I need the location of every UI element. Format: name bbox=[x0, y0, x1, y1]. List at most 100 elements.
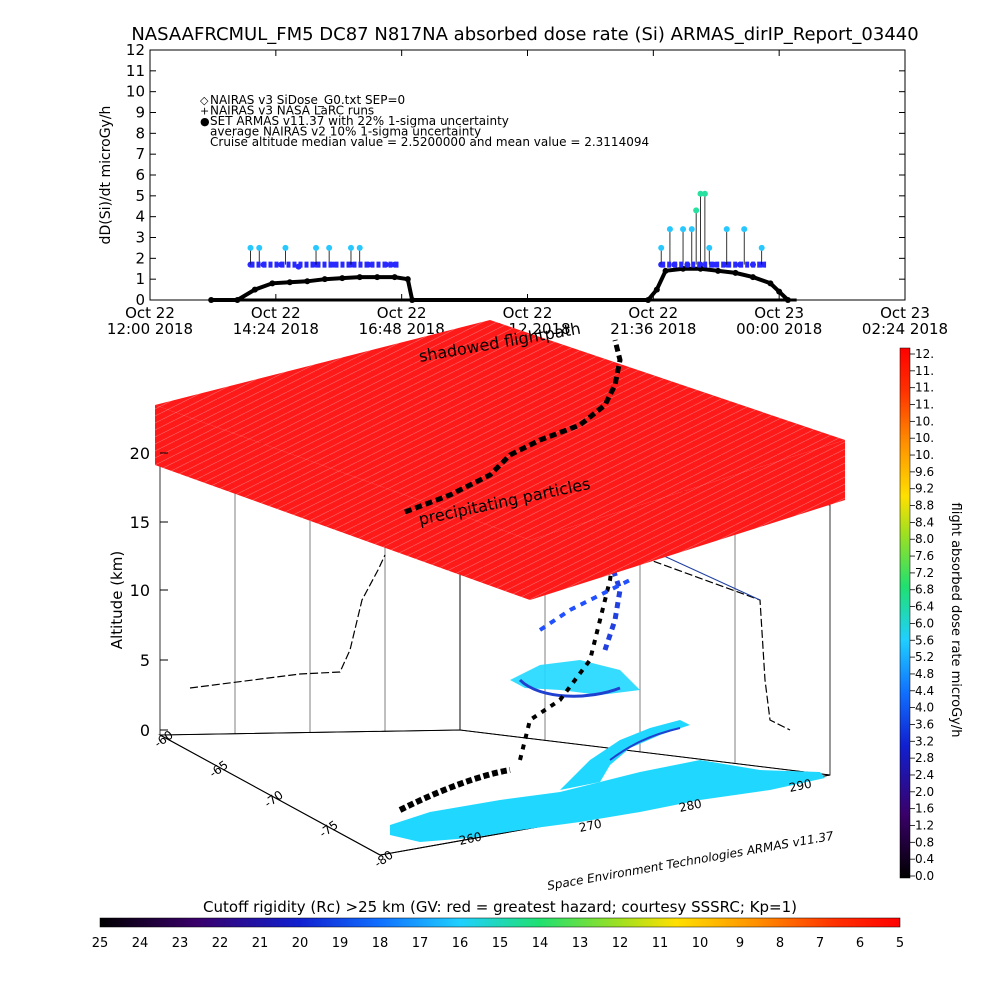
colorbar-label: flight absorbed dose rate microGy/h bbox=[948, 503, 963, 738]
bottom-colorbar-tick-label: 6 bbox=[856, 936, 864, 951]
dose-rate-colorbar: 12. 11. 11. 11. 10. 10. 10. 9.6 9.2 8.8 8.4 8.0 7.6 7… bbox=[899, 347, 963, 883]
ground-map-contour bbox=[518, 678, 621, 698]
credit-text: Space Environment Technologies ARMAS v11… bbox=[546, 829, 835, 893]
bottom-colorbar-tick-label: 10 bbox=[692, 936, 709, 951]
series-point bbox=[732, 269, 739, 276]
cutoff-rigidity-surface-front-left bbox=[155, 405, 530, 600]
y-tick-label: 3 bbox=[135, 229, 145, 247]
bottom-colorbar-tick-label: 11 bbox=[652, 936, 669, 951]
colorbar-tick-label: 2.8 bbox=[915, 751, 934, 765]
longitude-tick-label: 260 bbox=[458, 829, 483, 847]
series-point bbox=[356, 274, 363, 281]
descent-column-dose bbox=[602, 559, 623, 651]
colorbar-tick-label: 10. bbox=[915, 414, 934, 428]
x-tick-day: Oct 22 bbox=[377, 304, 427, 322]
series-point bbox=[645, 297, 652, 303]
colorbar-tick-label: 8.0 bbox=[915, 532, 934, 546]
series-point bbox=[758, 244, 765, 251]
series-point bbox=[234, 297, 241, 303]
altitude-tick-label: 5 bbox=[140, 651, 150, 670]
colorbar-tick-label: 6.0 bbox=[915, 616, 934, 630]
x-tick-time: 16:48 2018 bbox=[359, 320, 445, 338]
legend-marker: ● bbox=[200, 115, 210, 128]
altitude-tick-label: 20 bbox=[130, 444, 150, 463]
series-point bbox=[706, 244, 713, 251]
x-tick-day: Oct 22 bbox=[251, 304, 301, 322]
altitude-ticks: 0 5 10 15 20 bbox=[130, 444, 168, 740]
altitude-tick-label: 10 bbox=[130, 581, 150, 600]
series-point bbox=[688, 226, 695, 233]
legend: ◇ NAIRAS v3 SiDose_G0.txt SEP=0+ NAIRAS v3… bbox=[200, 93, 649, 149]
series-point bbox=[256, 244, 263, 251]
series-point bbox=[723, 226, 730, 233]
legend-entry: NAIRAS v3 SiDose_G0.txt SEP=0 bbox=[210, 93, 405, 107]
colorbar-tick-label: 11. bbox=[915, 364, 934, 378]
series-point bbox=[313, 244, 320, 251]
cutoff-rigidity-surface-front-right bbox=[530, 440, 845, 600]
series-point bbox=[286, 279, 293, 286]
series-point bbox=[304, 278, 311, 285]
longitude-tick-label: 280 bbox=[678, 796, 703, 814]
wall-projection-right bbox=[639, 544, 791, 731]
series-point bbox=[693, 207, 700, 214]
bottom-colorbar-ticks: 25 24 23 22 21 20 19 18 17 16 15 14 13 12 11 10 9 8 7 6 5 bbox=[92, 936, 904, 951]
colorbar-tick-label: 2.4 bbox=[915, 768, 934, 782]
ground-map-patch bbox=[510, 660, 640, 695]
colorbar-tick-label: 4.0 bbox=[915, 701, 934, 715]
x-tick-day: Oct 22 bbox=[628, 304, 678, 322]
colorbar-tick-label: 0.4 bbox=[915, 852, 934, 866]
x-tick-time: 02:24 2018 bbox=[862, 320, 948, 338]
bottom-colorbar-tick-label: 18 bbox=[372, 936, 389, 951]
y-tick-label: 8 bbox=[135, 124, 145, 142]
series-point bbox=[326, 244, 333, 251]
bottom-colorbar-tick-label: 8 bbox=[776, 936, 784, 951]
ground-map-peninsula bbox=[560, 720, 690, 790]
y-tick-label: 4 bbox=[135, 208, 145, 226]
bottom-colorbar-tick-label: 12 bbox=[612, 936, 629, 951]
series-point bbox=[251, 286, 258, 293]
colorbar-tick-label: 2.0 bbox=[915, 785, 934, 799]
bottom-colorbar-tick-label: 22 bbox=[212, 936, 229, 951]
series-point bbox=[662, 267, 669, 274]
bottom-colorbar-tick-label: 7 bbox=[816, 936, 824, 951]
x-tick-time: 21:36 2018 bbox=[610, 320, 696, 338]
colorbar-tick-label: 11. bbox=[915, 381, 934, 395]
bottom-colorbar-label: Cutoff rigidity (Rc) >25 km (GV: red = g… bbox=[203, 898, 797, 916]
colorbar-tick-label: 5.6 bbox=[915, 633, 934, 647]
legend-entry: Cruise altitude median value = 2.5200000… bbox=[210, 135, 649, 149]
longitude-tick-label: 290 bbox=[788, 776, 813, 794]
colorbar-tick-label: 9.6 bbox=[915, 465, 934, 479]
series-point bbox=[767, 280, 774, 287]
x-tick-time: 14:24 2018 bbox=[233, 320, 319, 338]
bottom-colorbar-tick-label: 21 bbox=[252, 936, 269, 951]
bottom-colorbar-tick-label: 16 bbox=[452, 936, 469, 951]
series-point bbox=[701, 190, 708, 197]
series-point bbox=[714, 267, 721, 274]
figure-title: NASAAFRCMUL_FM5 DC87 N817NA absorbed dos… bbox=[131, 24, 918, 45]
longitude-tick-label: 270 bbox=[578, 816, 603, 834]
data-series bbox=[208, 190, 797, 303]
series-point bbox=[339, 275, 346, 282]
colorbar-tick-label: 8.4 bbox=[915, 515, 934, 529]
series-point bbox=[404, 276, 411, 283]
bottom-colorbar-tick-label: 17 bbox=[412, 936, 429, 951]
series-point bbox=[356, 244, 363, 251]
series-line bbox=[211, 266, 790, 302]
bottom-colorbar-tick-label: 23 bbox=[172, 936, 189, 951]
bottom-colorbar-tick-label: 13 bbox=[572, 936, 589, 951]
colorbar-tick-label: 6.4 bbox=[915, 600, 934, 614]
bottom-colorbar-tick-label: 15 bbox=[492, 936, 509, 951]
series-point bbox=[391, 274, 398, 281]
colorbar-tick-label: 9.2 bbox=[915, 482, 934, 496]
series-point bbox=[784, 297, 791, 303]
colorbar-tick-label: 1.2 bbox=[915, 818, 934, 832]
altitude-axis-label: Altitude (km) bbox=[108, 551, 126, 649]
legend-entry: SET ARMAS v11.37 with 22% 1-sigma uncert… bbox=[210, 114, 509, 128]
colorbar-tick-label: 5.2 bbox=[915, 650, 934, 664]
series-point bbox=[347, 244, 354, 251]
legend-entry: NAIRAS v3 NASA LaRC runs bbox=[210, 104, 374, 118]
series-point bbox=[741, 226, 748, 233]
latitude-tick-label: -70 bbox=[262, 788, 286, 811]
